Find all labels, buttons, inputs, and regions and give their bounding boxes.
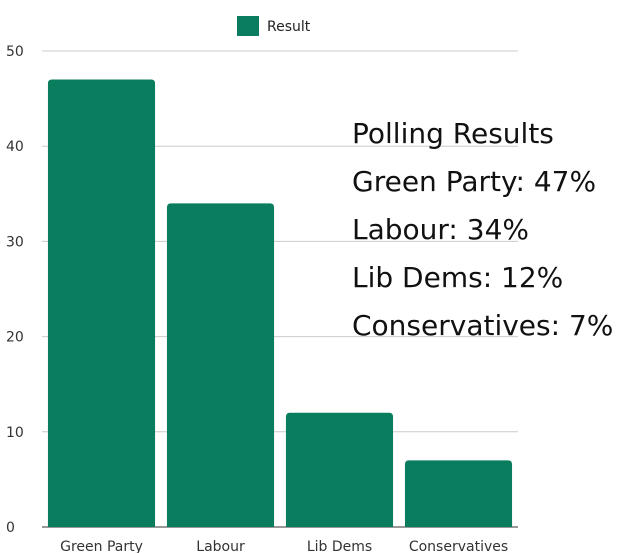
x-tick-label-labour: Labour bbox=[196, 539, 245, 553]
annotation-line-green-party: Green Party: 47% bbox=[352, 165, 597, 198]
legend-swatch bbox=[237, 16, 259, 36]
y-tick-label-10: 10 bbox=[6, 425, 24, 441]
bars bbox=[47, 79, 513, 527]
x-tick-label-green-party: Green Party bbox=[60, 539, 143, 553]
y-axis-ticks: 0 10 20 30 40 50 bbox=[6, 44, 24, 536]
annotation-line-labour: Labour: 34% bbox=[352, 213, 529, 246]
y-tick-label-20: 20 bbox=[6, 330, 24, 346]
y-tick-label-0: 0 bbox=[6, 520, 15, 536]
annotation-line-conservatives: Conservatives: 7% bbox=[352, 309, 614, 342]
annotation-line-lib-dems: Lib Dems: 12% bbox=[352, 261, 564, 294]
x-axis-ticks: Green Party Labour Lib Dems Conservatives bbox=[60, 539, 508, 553]
bar-green-party bbox=[47, 79, 156, 527]
bar-lib-dems bbox=[285, 412, 394, 527]
bar-conservatives bbox=[404, 460, 513, 527]
x-tick-label-lib-dems: Lib Dems bbox=[307, 539, 372, 553]
y-tick-label-40: 40 bbox=[6, 139, 24, 155]
legend: Result bbox=[237, 16, 311, 36]
annotation-title: Polling Results bbox=[352, 117, 554, 150]
x-tick-label-conservatives: Conservatives bbox=[409, 539, 508, 553]
y-tick-label-30: 30 bbox=[6, 234, 24, 250]
y-tick-label-50: 50 bbox=[6, 44, 24, 60]
bar-labour bbox=[166, 203, 275, 527]
legend-label: Result bbox=[267, 19, 311, 35]
polling-results-annotation: Polling Results Green Party: 47% Labour:… bbox=[352, 110, 620, 350]
